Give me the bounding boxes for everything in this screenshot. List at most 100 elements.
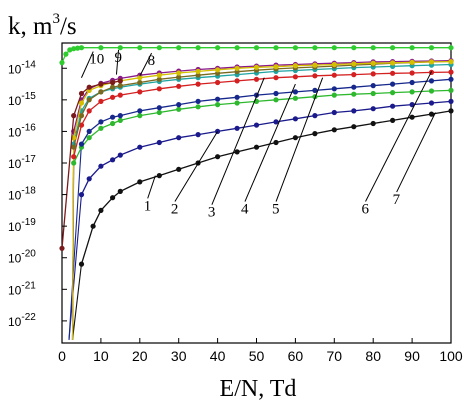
- y-tick-label-exponent-4: -18: [21, 186, 36, 197]
- x-axis-ticks: 0 10 20 30 40 50 60 70 80 90 100: [58, 338, 463, 364]
- series-point-1-17: [351, 124, 357, 130]
- series-point-4-2: [86, 128, 92, 134]
- series-point-4-17: [351, 84, 357, 90]
- series-point-2-4: [110, 157, 116, 163]
- series-point-2-22: [448, 98, 454, 104]
- series-point-4-11: [234, 94, 240, 100]
- series-point-3-10: [195, 104, 201, 110]
- x-tick-label-10: 10: [93, 348, 109, 364]
- series-point-11-8: [117, 45, 123, 51]
- series-point-1-18: [370, 120, 376, 127]
- series-group: [59, 45, 454, 267]
- series-point-11-16: [273, 45, 279, 51]
- series-point-5-6: [117, 92, 123, 98]
- series-point-9-7: [137, 75, 143, 81]
- series-point-4-15: [312, 87, 318, 93]
- y-tick-label-1: 10-15: [8, 91, 36, 108]
- series-point-4-3: [98, 119, 104, 125]
- x-tick-label-80: 80: [365, 348, 381, 364]
- series-point-5-14: [273, 75, 279, 81]
- series-point-9-18: [351, 61, 357, 67]
- leader-line-8: [139, 52, 153, 77]
- series-line-10: [61, 80, 121, 249]
- series-point-7-9: [176, 74, 182, 80]
- y-tick-label-base-4: 10: [8, 189, 22, 203]
- series-point-1-14: [292, 135, 298, 141]
- series-point-1-3: [98, 207, 104, 213]
- y-tick-label-base-7: 10: [8, 283, 22, 297]
- series-point-11-18: [312, 45, 318, 51]
- series-point-9-9: [176, 70, 182, 76]
- series-point-1-13: [273, 139, 279, 146]
- series-point-5-13: [253, 76, 260, 82]
- series-point-11-14: [234, 45, 240, 51]
- series-point-3-15: [292, 95, 298, 101]
- x-tick-label-100: 100: [439, 348, 463, 364]
- curve-number-3: 3: [208, 205, 216, 221]
- series-point-7-3: [86, 97, 92, 103]
- series-point-11-21: [370, 45, 376, 51]
- series-point-7-10: [195, 72, 201, 78]
- series-point-9-15: [292, 63, 298, 69]
- series-point-3-22: [428, 88, 435, 94]
- series-point-10-1: [59, 245, 65, 251]
- series-point-2-9: [195, 132, 201, 138]
- y-tick-label-4: 10-18: [8, 186, 36, 203]
- series-point-5-23: [448, 69, 454, 75]
- series-point-4-4: [110, 114, 116, 120]
- series-point-3-14: [273, 97, 279, 103]
- series-point-11-19: [331, 45, 337, 51]
- series-point-11-9: [137, 45, 143, 51]
- series-point-9-11: [215, 67, 221, 73]
- series-point-9-22: [428, 59, 435, 65]
- series-point-1-5: [117, 188, 123, 194]
- y-tick-label-8: 10-22: [8, 312, 36, 329]
- y-tick-label-exponent-5: -19: [21, 217, 36, 228]
- x-axis-title: E/N, Td: [220, 376, 297, 402]
- series-point-4-1: [78, 141, 85, 147]
- drop-line-9: [71, 137, 75, 340]
- leader-line-10: [80, 51, 94, 78]
- drop-line-4: [68, 144, 82, 340]
- y-axis-ticks: 10-1410-1510-1610-1710-1810-1910-2010-21…: [8, 59, 67, 329]
- series-point-9-23: [448, 59, 454, 65]
- x-tick-label-70: 70: [327, 348, 343, 364]
- annotations-group: 1 2 3 4 5 6 7 8 9 10: [80, 49, 436, 221]
- y-tick-label-base-3: 10: [8, 157, 22, 171]
- series-line-2: [80, 100, 452, 195]
- series-point-9-20: [390, 60, 396, 66]
- series-point-4-21: [428, 78, 435, 84]
- series-point-3-1: [71, 160, 77, 166]
- y-tick-label-6: 10-20: [8, 249, 36, 266]
- series-point-7-7: [137, 79, 143, 86]
- curve-number-9: 9: [115, 50, 123, 66]
- y-axis-title-exponent: 3: [52, 11, 60, 27]
- series-point-1-6: [137, 179, 143, 185]
- series-point-4-8: [176, 102, 182, 108]
- series-point-11-25: [448, 45, 454, 51]
- x-tick-label-50: 50: [249, 348, 265, 364]
- series-point-3-8: [156, 109, 162, 116]
- drop-lines: [68, 131, 82, 340]
- x-tick-label-60: 60: [288, 348, 304, 364]
- y-tick-label-3: 10-17: [8, 154, 36, 171]
- y-tick-label-exponent-8: -22: [21, 312, 36, 323]
- series-point-9-14: [273, 64, 279, 70]
- y-tick-label-7: 10-21: [8, 280, 36, 297]
- series-point-2-6: [137, 144, 143, 150]
- series-point-2-17: [351, 108, 357, 114]
- series-point-2-21: [428, 100, 435, 106]
- series-point-3-9: [176, 106, 182, 112]
- y-tick-label-base-5: 10: [8, 220, 22, 234]
- curve-number-6: 6: [362, 202, 370, 218]
- leader-line-4: [244, 83, 296, 202]
- series-point-10-7: [117, 78, 123, 84]
- curve-number-2: 2: [171, 202, 179, 218]
- drop-line-1: [71, 263, 82, 340]
- series-point-11-4: [71, 46, 77, 52]
- series-point-11-15: [253, 45, 260, 51]
- series-point-7-6: [117, 83, 123, 89]
- curve-number-4: 4: [241, 202, 249, 218]
- curve-number-7: 7: [393, 192, 401, 208]
- series-point-9-16: [312, 62, 318, 68]
